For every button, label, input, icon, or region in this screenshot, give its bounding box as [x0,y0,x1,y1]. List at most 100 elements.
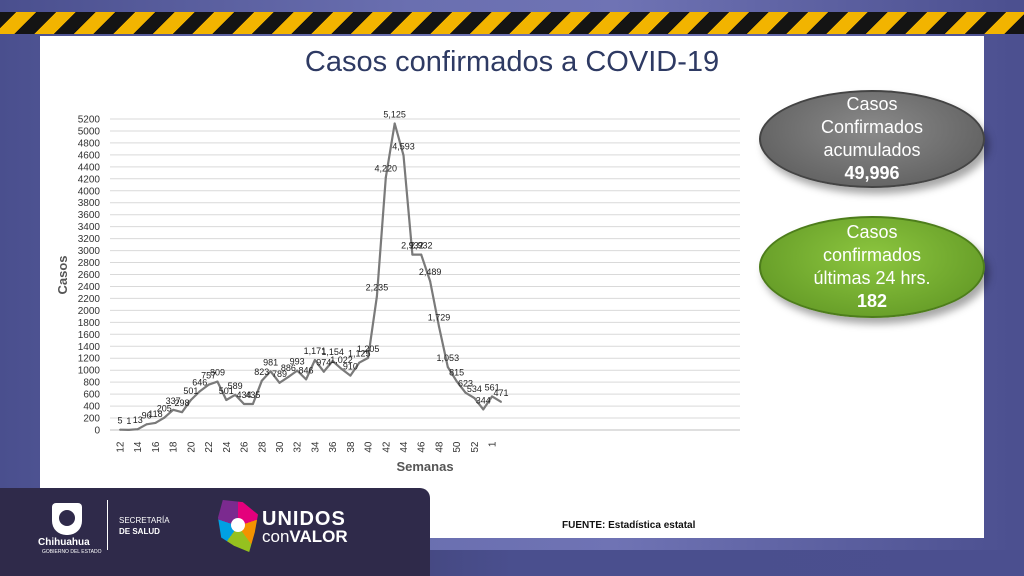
data-point [437,325,440,328]
y-tick-label: 0 [94,426,100,437]
y-tick-label: 800 [83,378,100,389]
data-point [305,378,308,381]
data-point [420,253,423,256]
data-label: 1,022 [330,355,353,365]
data-point [260,379,263,382]
last24-cases-bubble: Casos confirmados últimas 24 hrs. 182 [759,216,985,318]
x-tick-label: 16 [151,441,162,453]
x-tick-label: 12 [116,441,127,453]
data-label: 5,125 [383,109,406,119]
data-point [340,367,343,370]
data-label: 501 [183,386,198,396]
y-tick-label: 2200 [78,294,101,305]
y-tick-label: 1400 [78,342,101,353]
data-point [499,400,502,403]
data-label: 2,932 [401,241,424,251]
data-point [163,416,166,419]
y-tick-label: 2000 [78,306,101,317]
data-label: 846 [299,365,314,375]
x-tick-label: 48 [434,441,445,453]
data-label: 5 [117,416,122,426]
x-tick-label: 24 [222,441,233,453]
data-point [384,176,387,179]
data-label: 13 [133,415,143,425]
y-tick-label: 4000 [78,186,101,197]
data-label: 434 [237,390,252,400]
data-point [375,295,378,298]
x-tick-label: 1 [488,441,499,447]
data-label: 981 [263,357,278,367]
brand-valor: VALOR [289,527,348,546]
data-point [464,391,467,394]
x-tick-label: 18 [169,441,180,453]
y-tick-label: 3800 [78,198,101,209]
data-label: 118 [148,409,162,419]
last24-label-3: últimas 24 hrs. [813,268,931,288]
data-label: 757 [201,371,216,381]
accumulated-label-3: acumulados [823,140,921,160]
last24-label-2: confirmados [822,245,922,265]
data-point [322,370,325,373]
x-tick-label: 26 [240,441,251,453]
accumulated-value: 49,996 [844,163,900,183]
data-point [446,366,449,369]
y-tick-label: 1600 [78,330,101,341]
y-tick-label: 4200 [78,174,101,185]
data-point [287,376,290,379]
data-label: 623 [458,379,473,389]
data-label: 910 [343,362,358,372]
data-label: 534 [467,384,482,394]
x-tick-label: 50 [452,441,463,453]
data-label: 789 [272,369,287,379]
data-point [278,381,281,384]
data-label: 1,171 [304,346,327,356]
data-label: 205 [157,404,172,414]
x-axis-title: Semanas [396,459,453,474]
data-point [411,253,414,256]
y-tick-label: 600 [83,390,100,401]
data-label: 344 [476,395,491,405]
x-tick-label: 40 [364,441,375,453]
footer-divider [107,500,108,550]
data-point [367,356,370,359]
data-point [216,380,219,383]
data-label: 435 [245,390,260,400]
x-tick-label: 28 [257,441,268,453]
x-tick-label: 14 [133,441,144,453]
last24-label-1: Casos [846,222,898,242]
y-tick-label: 2400 [78,282,101,293]
data-label: 1,154 [321,347,344,357]
data-point [225,399,228,402]
data-label: 1,053 [437,353,460,363]
y-tick-label: 3200 [78,234,101,245]
data-label: 337 [166,396,181,406]
data-point [243,403,246,406]
accumulated-cases-bubble: Casos Confirmados acumulados 49,996 [759,90,985,188]
y-tick-label: 3600 [78,210,101,221]
series-line [119,122,502,431]
data-point [313,358,316,361]
accumulated-label-2: Confirmados [820,117,924,137]
data-point [181,411,184,414]
data-point [251,402,254,405]
data-point [455,380,458,383]
data-label: 501 [219,386,234,396]
y-tick-label: 4400 [78,162,101,173]
y-tick-label: 5200 [78,115,101,126]
data-label: 4,593 [392,141,415,151]
x-tick-label: 52 [470,441,481,453]
state-shield-logo [52,503,82,535]
x-tick-label: 22 [204,441,215,453]
data-label: 974 [316,358,331,368]
y-tick-label: 5000 [78,126,101,137]
source-note: FUENTE: Estadística estatal [562,520,696,531]
data-point [491,395,494,398]
data-point [393,122,396,125]
y-tick-label: 2800 [78,258,101,269]
data-point [145,423,148,426]
data-point [172,408,175,411]
data-label: 809 [210,368,225,378]
data-point [136,428,139,431]
data-point [429,280,432,283]
